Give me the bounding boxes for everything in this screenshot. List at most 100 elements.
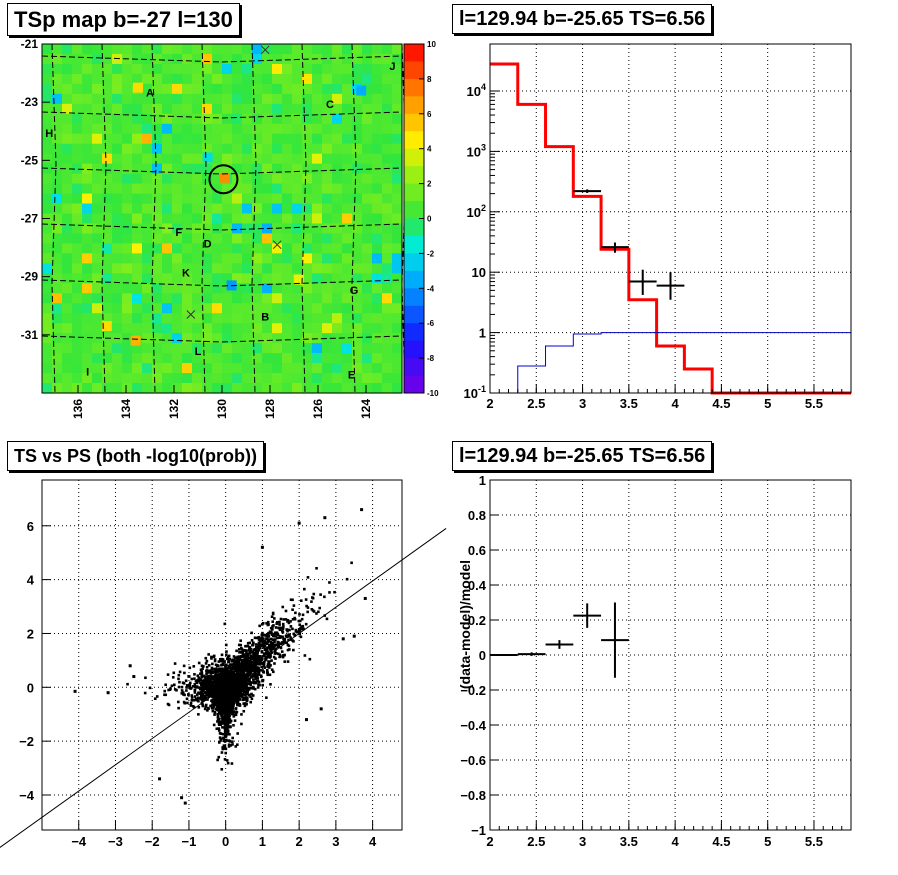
scatter-point	[225, 709, 229, 713]
map-pixel	[62, 223, 73, 235]
scatter-point	[228, 664, 231, 668]
scatter-point	[220, 768, 224, 771]
scatter-point	[352, 634, 356, 638]
scatter-point	[250, 639, 254, 642]
map-pixel	[282, 163, 293, 175]
scatter-point	[312, 592, 316, 596]
y-tick-label: −0.8	[460, 788, 486, 803]
map-pixel	[152, 333, 163, 344]
map-pixel	[72, 123, 83, 135]
scatter-point	[241, 649, 245, 653]
map-pixel	[332, 303, 343, 314]
map-pixel	[312, 243, 323, 254]
map-pixel	[182, 133, 193, 145]
scatter-point	[180, 692, 184, 695]
map-pixel	[112, 213, 123, 225]
scatter-point	[221, 658, 225, 661]
scatter-point	[285, 628, 289, 631]
map-pixel	[62, 123, 73, 135]
map-pixel	[302, 173, 313, 185]
scatter-point	[223, 720, 227, 724]
scatter-point	[219, 722, 223, 725]
map-pixel	[292, 173, 303, 185]
map-pixel	[152, 383, 163, 394]
scatter-point	[144, 676, 147, 680]
colorbar-tick-label: -4	[427, 284, 435, 293]
map-pixel	[212, 163, 223, 175]
map-pixel	[42, 113, 53, 125]
map-pixel	[142, 373, 153, 384]
map-pixel	[262, 313, 273, 324]
scatter-point	[198, 697, 201, 700]
scatter-point	[186, 701, 189, 705]
map-hotspot	[219, 172, 230, 183]
scatter-point	[215, 688, 219, 692]
colorbar-cell	[404, 375, 424, 394]
scatter-point	[237, 648, 241, 651]
scatter-point	[213, 667, 216, 671]
map-pixel	[82, 193, 93, 205]
map-pixel	[112, 263, 123, 274]
scatter-point	[247, 677, 251, 681]
map-pixel	[302, 233, 313, 245]
scatter-point	[223, 701, 226, 705]
scatter-point	[242, 670, 245, 674]
scatter-point	[231, 667, 235, 671]
map-pixel	[282, 383, 293, 394]
map-pixel	[202, 63, 213, 75]
map-pixel	[172, 373, 183, 384]
cross-marker	[272, 240, 282, 250]
map-pixel	[392, 363, 403, 374]
map-pixel	[82, 83, 93, 95]
scatter-point	[251, 674, 255, 677]
map-pixel	[332, 143, 343, 155]
scatter-point	[170, 684, 174, 688]
map-pixel	[212, 103, 223, 115]
map-pixel	[82, 343, 93, 354]
map-pixel	[242, 44, 253, 55]
map-pixel	[102, 113, 113, 125]
scatter-point	[302, 627, 305, 631]
scatter-point	[252, 669, 255, 673]
scatter-point	[245, 662, 248, 665]
map-pixel	[122, 363, 133, 374]
map-pixel	[362, 223, 373, 235]
map-pixel	[232, 153, 243, 165]
scatter-point	[184, 679, 188, 683]
map-pixel	[292, 313, 303, 324]
map-pixel	[262, 373, 273, 384]
map-pixel	[102, 183, 113, 195]
map-pixel	[332, 93, 343, 105]
scatter-point	[206, 677, 209, 680]
map-pixel	[372, 113, 383, 125]
map-pixel	[172, 193, 183, 205]
map-pixel	[102, 233, 113, 245]
scatter-point	[220, 751, 224, 754]
map-pixel	[62, 183, 73, 195]
map-pixel	[312, 63, 323, 75]
scatter-point	[178, 670, 182, 674]
map-pixel	[192, 353, 203, 364]
map-pixel	[382, 173, 393, 185]
map-pixel	[122, 293, 133, 304]
map-pixel	[382, 153, 393, 165]
map-pixel	[192, 383, 203, 394]
map-pixel	[362, 243, 373, 254]
scatter-point	[220, 704, 223, 707]
scatter-point	[298, 613, 301, 616]
scatter-point	[225, 663, 228, 667]
scatter-point	[240, 670, 243, 674]
map-pixel	[212, 283, 223, 294]
scatter-point	[278, 655, 281, 659]
map-pixel	[52, 273, 63, 284]
source-label: I	[86, 367, 89, 379]
map-pixel	[332, 173, 343, 185]
map-pixel	[172, 303, 183, 314]
map-pixel	[202, 143, 213, 155]
scatter-point	[235, 658, 239, 662]
scatter-point	[239, 643, 243, 647]
scatter-point	[210, 666, 214, 670]
scatter-point	[328, 581, 331, 584]
map-pixel	[222, 44, 233, 55]
map-pixel	[132, 253, 143, 264]
